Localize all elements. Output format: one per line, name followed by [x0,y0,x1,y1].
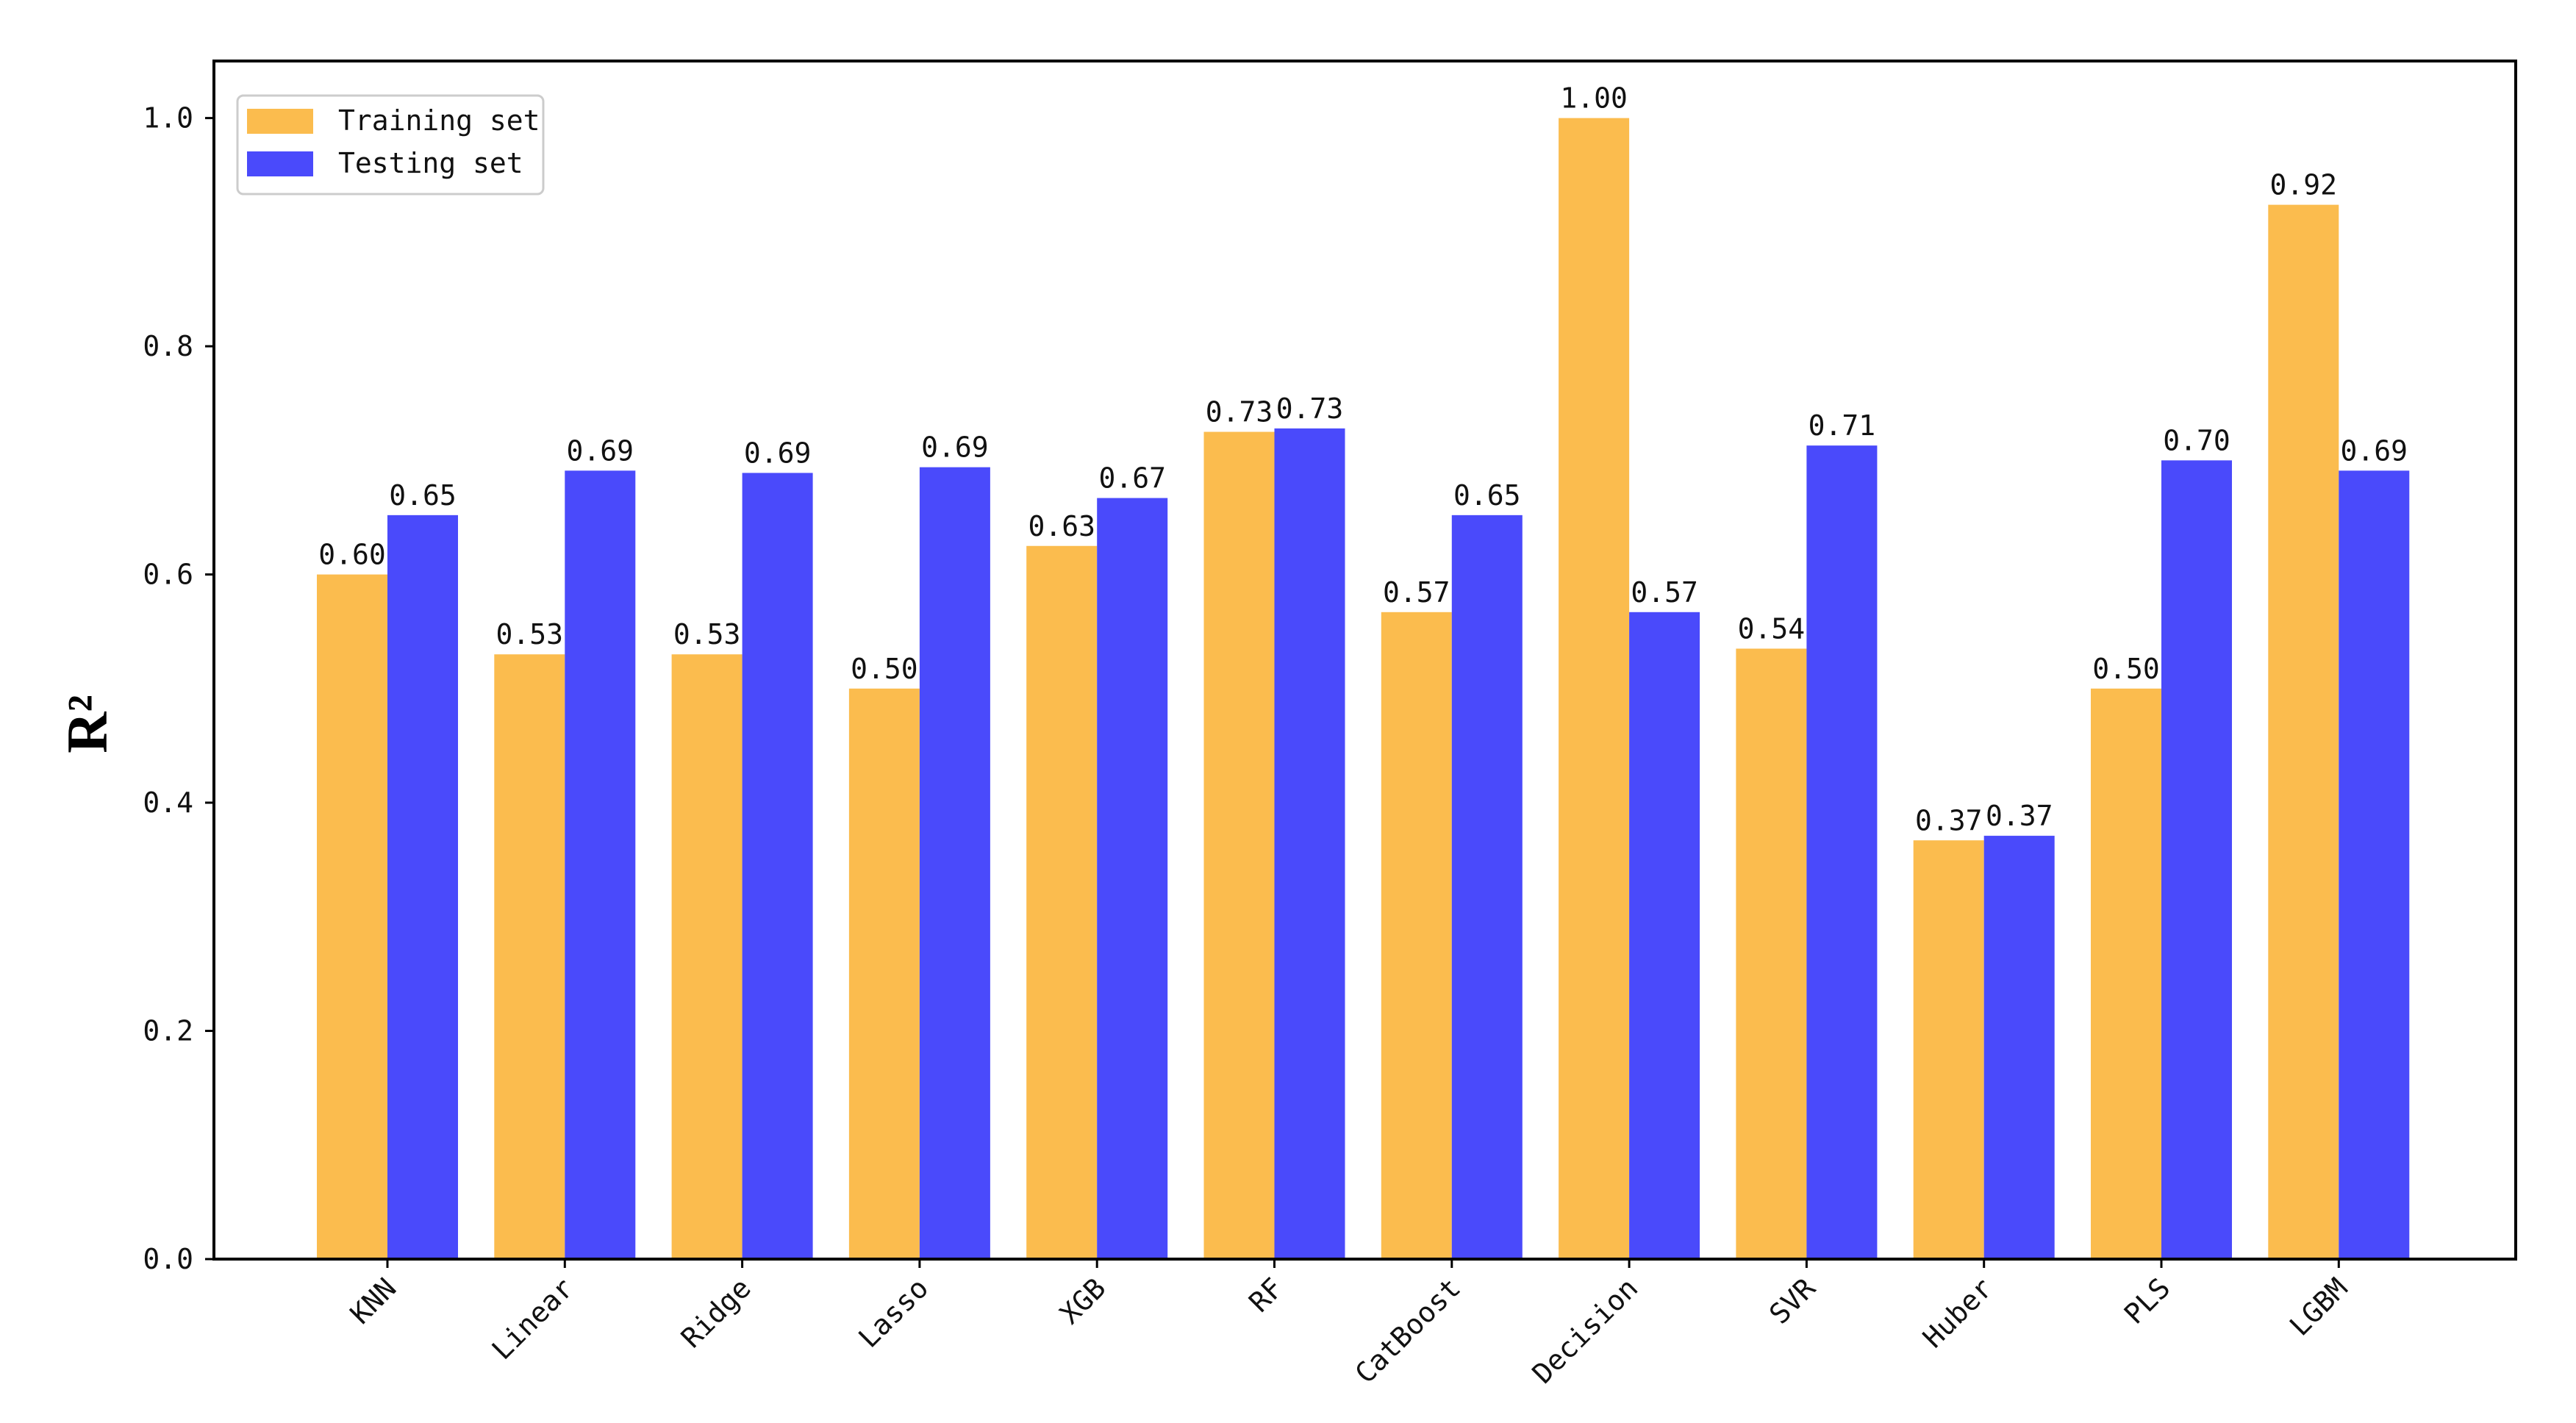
y-tick-label: 0.2 [143,1015,193,1047]
data-label-testing-set-catboost: 0.65 [1453,479,1521,512]
y-tick-label: 0.8 [143,330,193,362]
bars-layer [317,118,2410,1260]
legend-swatch-testing-set [247,151,313,176]
data-label-testing-set-xgb: 0.67 [1098,462,1166,495]
y-tick-label: 0.0 [143,1243,193,1275]
legend-swatch-training-set [247,109,313,134]
data-label-training-set-rf: 0.73 [1206,396,1273,429]
data-label-training-set-svr: 0.54 [1738,612,1806,645]
bar-training-set-pls [2091,688,2161,1259]
legend-box [236,94,545,196]
bar-testing-set-svr [1806,445,1878,1260]
bar-training-set-ridge [671,654,743,1259]
plot-frame [212,60,2517,1261]
y-axis-label: R² [55,695,119,753]
bar-training-set-rf [1203,431,1275,1259]
data-labels-layer: 0.600.650.530.690.530.690.500.690.630.67… [318,82,2408,837]
data-label-training-set-lgbm: 0.92 [2270,169,2338,201]
bar-training-set-linear [494,654,565,1259]
bar-testing-set-linear [565,470,636,1260]
legend: Training set Testing set [236,94,545,196]
data-label-testing-set-linear: 0.69 [567,434,634,467]
legend-label-testing-set: Testing set [338,147,523,179]
bar-testing-set-knn [387,515,458,1259]
bar-testing-set-huber [1983,836,2055,1259]
data-label-testing-set-pls: 0.70 [2163,424,2230,456]
bar-training-set-lasso [848,688,920,1259]
bar-training-set-svr [1736,648,1807,1259]
bar-testing-set-rf [1274,428,1345,1259]
bar-testing-set-lgbm [2339,470,2410,1260]
data-label-testing-set-lgbm: 0.69 [2341,434,2408,467]
bar-testing-set-catboost [1451,515,1523,1259]
bar-testing-set-xgb [1097,498,1168,1259]
legend-label-training-set: Training set [338,104,540,137]
y-tick-label: 0.6 [143,559,193,591]
bar-training-set-lgbm [2268,204,2339,1260]
bar-training-set-decision [1559,118,1630,1260]
bar-training-set-knn [317,574,387,1259]
data-label-testing-set-decision: 0.57 [1631,576,1698,609]
data-label-testing-set-huber: 0.37 [1986,800,2053,832]
data-label-training-set-decision: 1.00 [1560,82,1628,115]
data-label-testing-set-rf: 0.73 [1276,393,1344,425]
data-label-training-set-pls: 0.50 [2092,653,2160,685]
y-axis: 0.0 0.2 0.4 0.6 0.8 1.0 [143,102,214,1275]
data-label-testing-set-knn: 0.65 [389,479,457,512]
bar-training-set-catboost [1381,612,1452,1259]
data-label-training-set-ridge: 0.53 [673,618,741,650]
y-tick-label: 1.0 [143,102,193,135]
data-label-training-set-knn: 0.60 [318,539,386,571]
bar-testing-set-ridge [742,473,813,1259]
bar-testing-set-decision [1629,612,1700,1259]
bar-testing-set-lasso [919,467,990,1259]
bar-training-set-huber [1913,840,1984,1259]
data-label-training-set-huber: 0.37 [1915,804,1983,836]
data-label-training-set-linear: 0.53 [496,618,564,650]
data-label-training-set-catboost: 0.57 [1383,576,1450,609]
data-label-testing-set-lasso: 0.69 [921,431,989,464]
y-tick-label: 0.4 [143,786,193,819]
bar-training-set-xgb [1026,545,1098,1259]
data-label-testing-set-ridge: 0.69 [744,437,812,469]
data-label-training-set-xgb: 0.63 [1028,510,1095,542]
data-label-testing-set-svr: 0.71 [1808,409,1876,442]
data-label-training-set-lasso: 0.50 [851,653,918,685]
bar-testing-set-pls [2161,460,2232,1260]
